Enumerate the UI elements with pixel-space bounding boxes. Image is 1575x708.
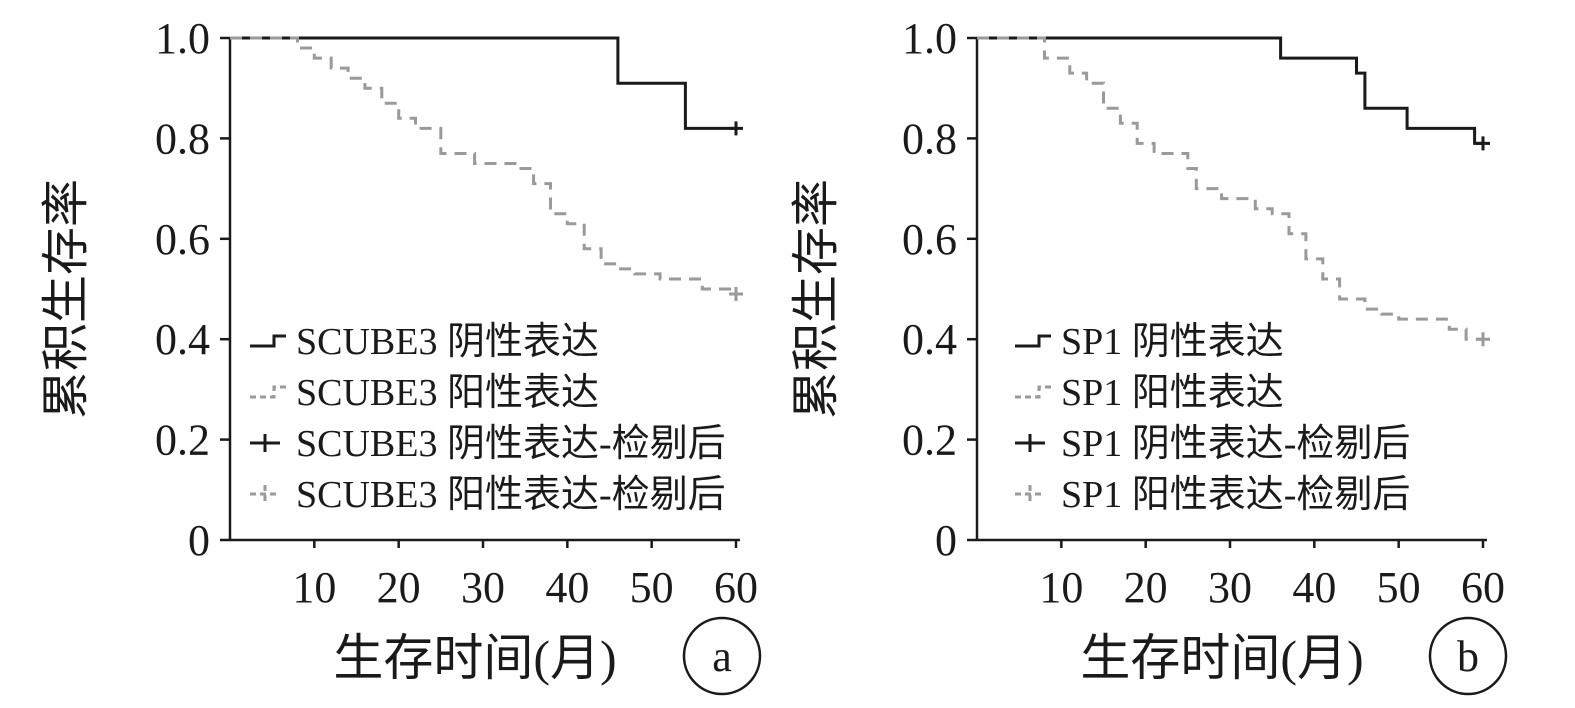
legend-label: SCUBE3 阳性表达-检剔后 [296, 474, 726, 516]
legend-item: SP1 阴性表达-检剔后 [1015, 423, 1410, 465]
legend-label: SCUBE3 阴性表达 [296, 321, 599, 363]
x-axis-label: 生存时间(月) [333, 630, 616, 686]
series-line-1 [977, 36, 1483, 145]
legend-item: SP1 阴性表达 [1015, 321, 1284, 363]
x-tick-label: 60 [1461, 563, 1505, 612]
y-axis-label: 累积生存率 [40, 179, 93, 419]
x-tick-label: 50 [1377, 563, 1421, 612]
legend-label: SP1 阴性表达-检剔后 [1061, 423, 1410, 465]
y-tick-label: 0.2 [902, 416, 957, 465]
y-tick-label: 1.0 [155, 14, 210, 63]
x-tick-label: 60 [714, 563, 758, 612]
y-tick-label: 0 [188, 516, 210, 565]
x-axis-label: 生存时间(月) [1080, 630, 1363, 686]
x-tick-label: 40 [1292, 563, 1336, 612]
x-tick-label: 20 [377, 563, 421, 612]
legend-step-icon [250, 334, 286, 348]
legend-item: SCUBE3 阳性表达-检剔后 [250, 474, 726, 516]
panel-label: a [712, 632, 732, 681]
legend-item: SP1 阳性表达-检剔后 [1015, 474, 1410, 516]
legend-item: SCUBE3 阳性表达 [250, 372, 599, 414]
censor-mark [729, 121, 743, 136]
censor-mark [729, 287, 743, 302]
panel-label: b [1457, 632, 1479, 681]
legend-label: SCUBE3 阴性表达-检剔后 [296, 423, 726, 465]
legend-item: SCUBE3 阴性表达 [250, 321, 599, 363]
y-tick-label: 0.8 [902, 114, 957, 163]
legend-item: SP1 阳性表达 [1015, 372, 1284, 414]
censor-mark [1476, 332, 1490, 347]
legend-label: SCUBE3 阳性表达 [296, 372, 599, 414]
km-panel-a: 0 0.2 0.4 0.6 0.8 1.0 10 20 30 40 50 60 累积生存率生存时间(月)… [40, 14, 762, 696]
x-tick-label: 20 [1124, 563, 1168, 612]
km-panel-b: 0 0.2 0.4 0.6 0.8 1.0 10 20 30 40 50 60 累积生存率生存时间(月)… [790, 14, 1508, 696]
panel-label-circle [682, 616, 762, 696]
legend-censor-icon [1015, 434, 1045, 452]
x-tick-label: 50 [630, 563, 674, 612]
legend-step-icon [250, 385, 286, 399]
x-tick-label: 40 [545, 563, 589, 612]
legend-item: SCUBE3 阴性表达-检剔后 [250, 423, 726, 465]
y-tick-label: 1.0 [902, 14, 957, 63]
series-line-1 [230, 36, 736, 130]
x-tick-label: 10 [292, 563, 336, 612]
y-tick-label: 0.6 [902, 215, 957, 264]
y-tick-label: 0.4 [155, 315, 210, 364]
x-tick-label: 30 [1208, 563, 1252, 612]
x-tick-label: 10 [1039, 563, 1083, 612]
legend-label: SP1 阳性表达 [1061, 372, 1284, 414]
series-line-2 [230, 36, 738, 294]
y-tick-label: 0.4 [902, 315, 957, 364]
legend-step-icon [1015, 385, 1051, 399]
y-tick-label: 0 [935, 516, 957, 565]
y-tick-label: 0.8 [155, 114, 210, 163]
legend-label: SP1 阴性表达 [1061, 321, 1284, 363]
legend-censor-icon [250, 485, 280, 503]
y-tick-label: 0.6 [155, 215, 210, 264]
series-line-2 [977, 36, 1483, 341]
legend-censor-icon [1015, 485, 1045, 503]
censor-mark [1476, 136, 1490, 151]
y-axis-label: 累积生存率 [790, 179, 843, 419]
y-tick-label: 0.2 [155, 416, 210, 465]
legend-label: SP1 阳性表达-检剔后 [1061, 474, 1410, 516]
panel-label-circle [1428, 616, 1508, 696]
legend-censor-icon [250, 434, 280, 452]
legend-step-icon [1015, 334, 1051, 348]
x-tick-label: 30 [461, 563, 505, 612]
